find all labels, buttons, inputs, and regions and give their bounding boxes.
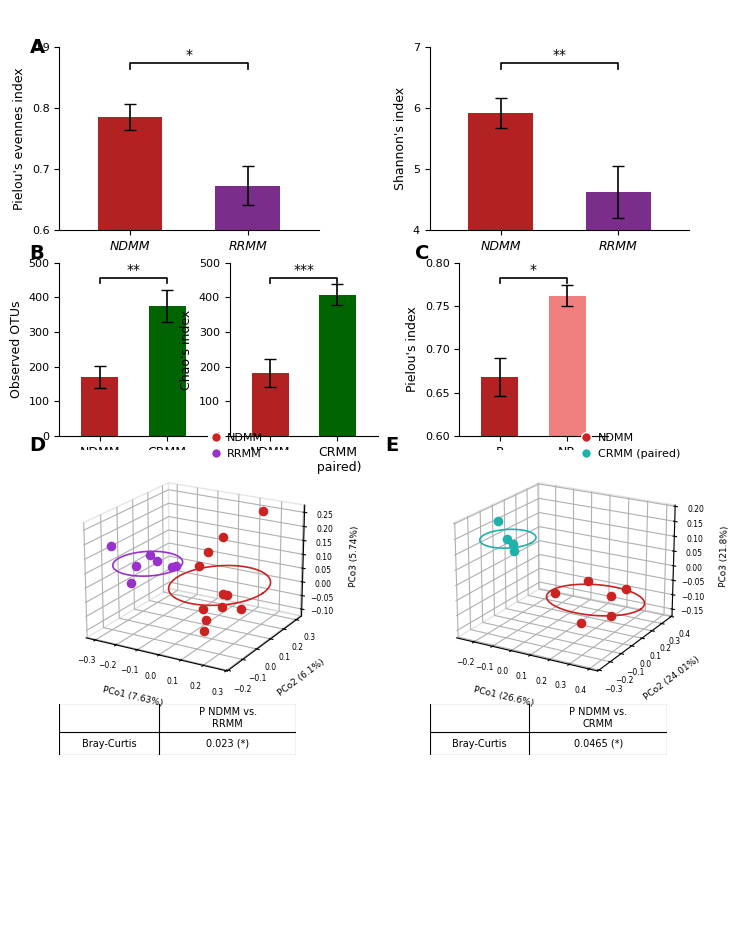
Text: P NDMM vs.
RRMM: P NDMM vs. RRMM (199, 707, 256, 729)
Bar (148, 306, 185, 436)
Y-axis label: Pielou's index: Pielou's index (406, 307, 419, 392)
Text: **: ** (127, 263, 140, 277)
Text: *: * (185, 48, 193, 62)
Bar (98, 117, 162, 596)
Text: B: B (30, 244, 44, 263)
Text: **: ** (553, 48, 566, 62)
Text: C: C (415, 244, 429, 263)
Bar (482, 377, 519, 938)
Bar (586, 192, 651, 474)
Bar (468, 113, 533, 474)
Text: Bray-Curtis: Bray-Curtis (452, 739, 507, 749)
Bar (82, 377, 119, 436)
Text: E: E (385, 436, 399, 455)
Bar (252, 373, 289, 436)
Bar (319, 295, 356, 436)
Legend: NDMM, CRMM (paired): NDMM, CRMM (paired) (581, 431, 682, 461)
Text: Bray-Curtis: Bray-Curtis (82, 739, 136, 749)
Y-axis label: Observed OTUs: Observed OTUs (10, 301, 23, 398)
Bar (216, 186, 280, 596)
Text: *: * (530, 263, 537, 277)
Legend: NDMM, RRMM: NDMM, RRMM (210, 431, 266, 461)
Text: D: D (30, 436, 46, 455)
Text: ***: *** (293, 263, 314, 277)
X-axis label: PCo1 (26.6%): PCo1 (26.6%) (473, 686, 534, 708)
Y-axis label: Shannon's index: Shannon's index (394, 87, 408, 189)
Y-axis label: PCo2 (6.1%): PCo2 (6.1%) (276, 658, 327, 698)
Text: P NDMM vs.
CRMM: P NDMM vs. CRMM (569, 707, 627, 729)
Y-axis label: Chao's index: Chao's index (180, 310, 193, 389)
Bar (548, 295, 585, 938)
Y-axis label: Pielou's evennes index: Pielou's evennes index (13, 67, 26, 210)
X-axis label: PCo1 (7.63%): PCo1 (7.63%) (102, 686, 165, 708)
Y-axis label: PCo2 (24.01%): PCo2 (24.01%) (642, 655, 702, 702)
Text: 0.0465 (*): 0.0465 (*) (574, 739, 622, 749)
Text: A: A (30, 38, 44, 56)
Text: 0.023 (*): 0.023 (*) (206, 739, 249, 749)
